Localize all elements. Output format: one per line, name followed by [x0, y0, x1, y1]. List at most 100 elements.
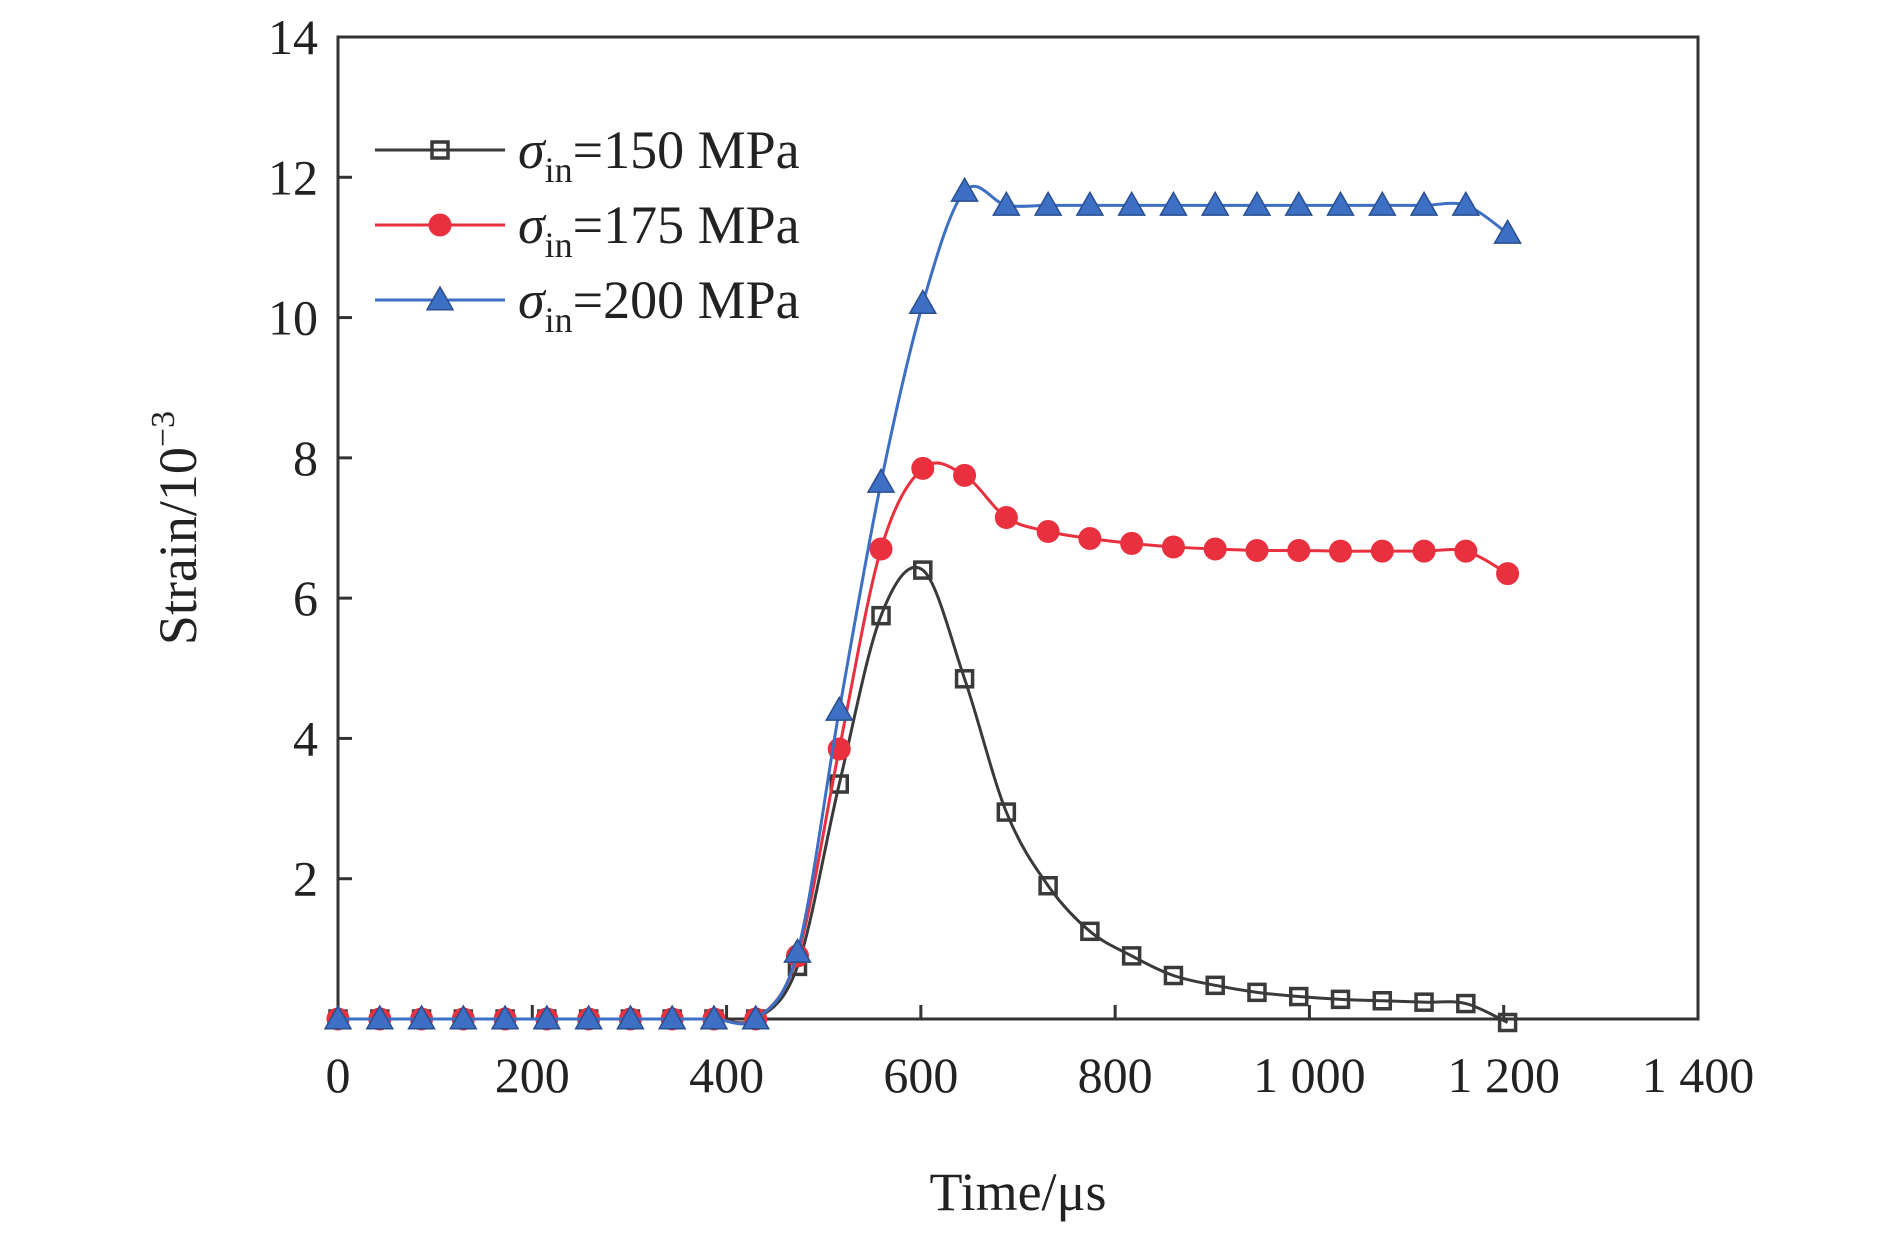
x-tick-label: 1 400: [1642, 1047, 1755, 1103]
data-point: [1329, 539, 1353, 563]
y-tick-label: 4: [293, 710, 318, 766]
data-point: [1454, 539, 1478, 563]
data-point: [1163, 965, 1184, 986]
legend-marker: [430, 140, 450, 160]
x-axis-title: Time/μs: [929, 1162, 1106, 1222]
data-point: [1456, 993, 1476, 1014]
plot-frame: [336, 35, 1700, 1021]
legend-label: σin=175 MPa: [518, 195, 800, 265]
data-point: [1451, 190, 1481, 216]
data-point: [1409, 190, 1439, 216]
y-axis-title: Strain/10−3: [145, 411, 208, 645]
data-point: [407, 1004, 436, 1030]
data-point: [657, 1004, 687, 1030]
data-point: [365, 1004, 395, 1030]
data-point: [913, 560, 933, 580]
data-point: [1287, 538, 1311, 562]
data-point: [1284, 190, 1314, 216]
data-point: [1117, 190, 1146, 216]
data-point: [1288, 986, 1309, 1007]
data-point: [532, 1004, 562, 1030]
legend-marker: [428, 213, 452, 237]
y-axis-title-base: Strain/10: [148, 447, 208, 645]
legend-symbol: σ: [518, 270, 547, 330]
legend-subscript: in: [545, 225, 573, 265]
x-tick-label: 1 200: [1447, 1047, 1560, 1103]
data-point: [866, 467, 896, 493]
x-tick-label: 1 000: [1253, 1047, 1366, 1103]
data-point: [741, 1004, 771, 1030]
data-point: [490, 1004, 520, 1030]
data-point: [323, 1004, 353, 1030]
legend-value: =150 MPa: [573, 120, 800, 180]
legend-value: =200 MPa: [573, 270, 800, 330]
legend-label: σin=150 MPa: [518, 120, 800, 190]
data-point: [616, 1004, 645, 1030]
y-axis-title-exponent: −3: [145, 411, 182, 447]
data-point: [1200, 190, 1230, 216]
y-tick-label: 2: [293, 851, 318, 907]
data-point: [1075, 190, 1105, 216]
x-tick-label: 600: [883, 1047, 958, 1103]
data-point: [911, 456, 935, 480]
legend-label: σin=200 MPa: [518, 270, 800, 340]
data-point: [950, 176, 979, 202]
data-point: [1161, 535, 1185, 559]
data-point: [869, 537, 893, 561]
x-tick-label: 400: [689, 1047, 764, 1103]
y-tick-label: 6: [293, 570, 318, 626]
data-point: [1370, 539, 1394, 563]
series-triangle: [323, 176, 1522, 1030]
data-point: [449, 1004, 478, 1030]
series-layer: [323, 176, 1522, 1033]
legend-subscript: in: [545, 300, 573, 340]
data-point: [1412, 539, 1436, 563]
data-point: [1121, 946, 1142, 966]
data-point: [1497, 1012, 1518, 1033]
data-point: [783, 937, 812, 963]
series-square: [328, 560, 1518, 1033]
data-point: [1205, 975, 1225, 996]
legend-marker: [425, 285, 455, 311]
data-point: [1078, 527, 1102, 551]
data-point: [954, 669, 975, 689]
data-point: [1330, 989, 1351, 1010]
data-point: [992, 190, 1021, 216]
legend-symbol: σ: [518, 120, 547, 180]
x-tick-label: 800: [1078, 1047, 1153, 1103]
y-axis: 2 4 6 8 10 12 14: [268, 9, 352, 907]
data-point: [953, 463, 977, 487]
data-point: [994, 505, 1018, 529]
data-point: [1159, 190, 1188, 216]
data-point: [1414, 992, 1434, 1012]
data-point: [1247, 982, 1267, 1003]
data-point: [908, 289, 938, 315]
x-tick-label: 0: [326, 1047, 351, 1103]
data-point: [1033, 190, 1063, 216]
x-axis: 0 200 400 600 800 1 000 1 200 1 400: [326, 1005, 1755, 1103]
y-tick-label: 14: [268, 9, 318, 65]
data-point: [1242, 190, 1272, 216]
series-line: [338, 565, 1509, 1025]
data-point: [871, 605, 891, 626]
data-point: [1496, 562, 1520, 586]
y-tick-label: 10: [268, 290, 318, 346]
legend-symbol: σ: [518, 195, 547, 255]
data-point: [1372, 991, 1393, 1011]
y-tick-label: 12: [268, 149, 318, 205]
legend-subscript: in: [545, 150, 573, 190]
data-point: [1326, 190, 1355, 216]
x-tick-label: 200: [495, 1047, 570, 1103]
data-point: [1245, 538, 1269, 562]
data-point: [824, 695, 854, 721]
data-point: [1038, 875, 1058, 896]
data-point: [1493, 218, 1522, 244]
data-point: [996, 802, 1017, 822]
y-tick-label: 8: [293, 430, 318, 486]
data-point: [699, 1004, 729, 1030]
data-point: [1203, 537, 1227, 561]
data-point: [1120, 531, 1144, 555]
data-point: [1080, 921, 1100, 942]
